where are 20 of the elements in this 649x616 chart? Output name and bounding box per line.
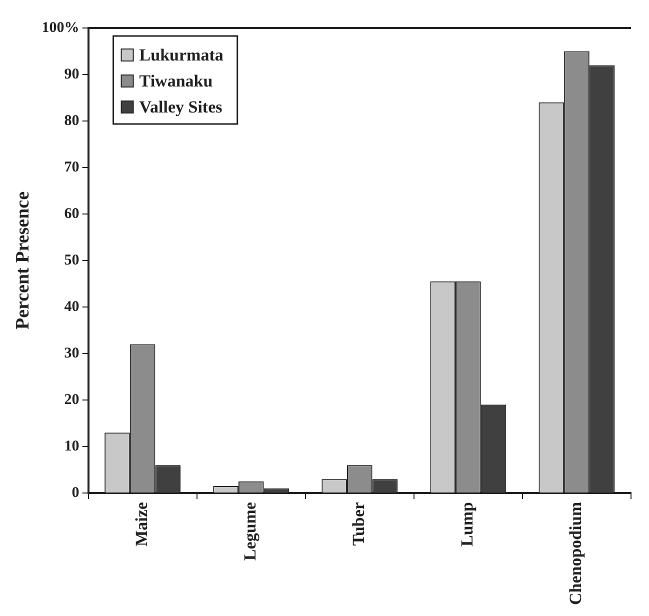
x-tick-label: Lump bbox=[458, 502, 477, 546]
y-tick-label: 90 bbox=[64, 66, 80, 82]
y-tick-label: 40 bbox=[64, 298, 80, 315]
legend-label: Lukurmata bbox=[139, 45, 224, 64]
y-axis-title: Percent Presence bbox=[12, 191, 34, 330]
y-tick-label: 20 bbox=[64, 392, 80, 408]
y-tick-label: 80 bbox=[64, 112, 80, 129]
y-tick-label: 60 bbox=[64, 206, 80, 222]
x-tick-label: Legume bbox=[240, 502, 260, 561]
legend-label: Valley Sites bbox=[139, 97, 223, 116]
y-tick-label: 100% bbox=[42, 20, 80, 36]
y-tick-label: 30 bbox=[64, 345, 80, 362]
x-tick-label: Chenopodium bbox=[566, 502, 586, 606]
y-tick-label: 70 bbox=[64, 159, 80, 176]
y-tick-label: 0 bbox=[72, 484, 80, 501]
y-tick-label: 10 bbox=[64, 438, 80, 454]
x-tick-label: Maize bbox=[132, 502, 151, 546]
legend-label: Tiwanaku bbox=[139, 71, 213, 90]
y-tick-label: 50 bbox=[64, 252, 80, 268]
x-tick-label: Tuber bbox=[349, 502, 368, 546]
